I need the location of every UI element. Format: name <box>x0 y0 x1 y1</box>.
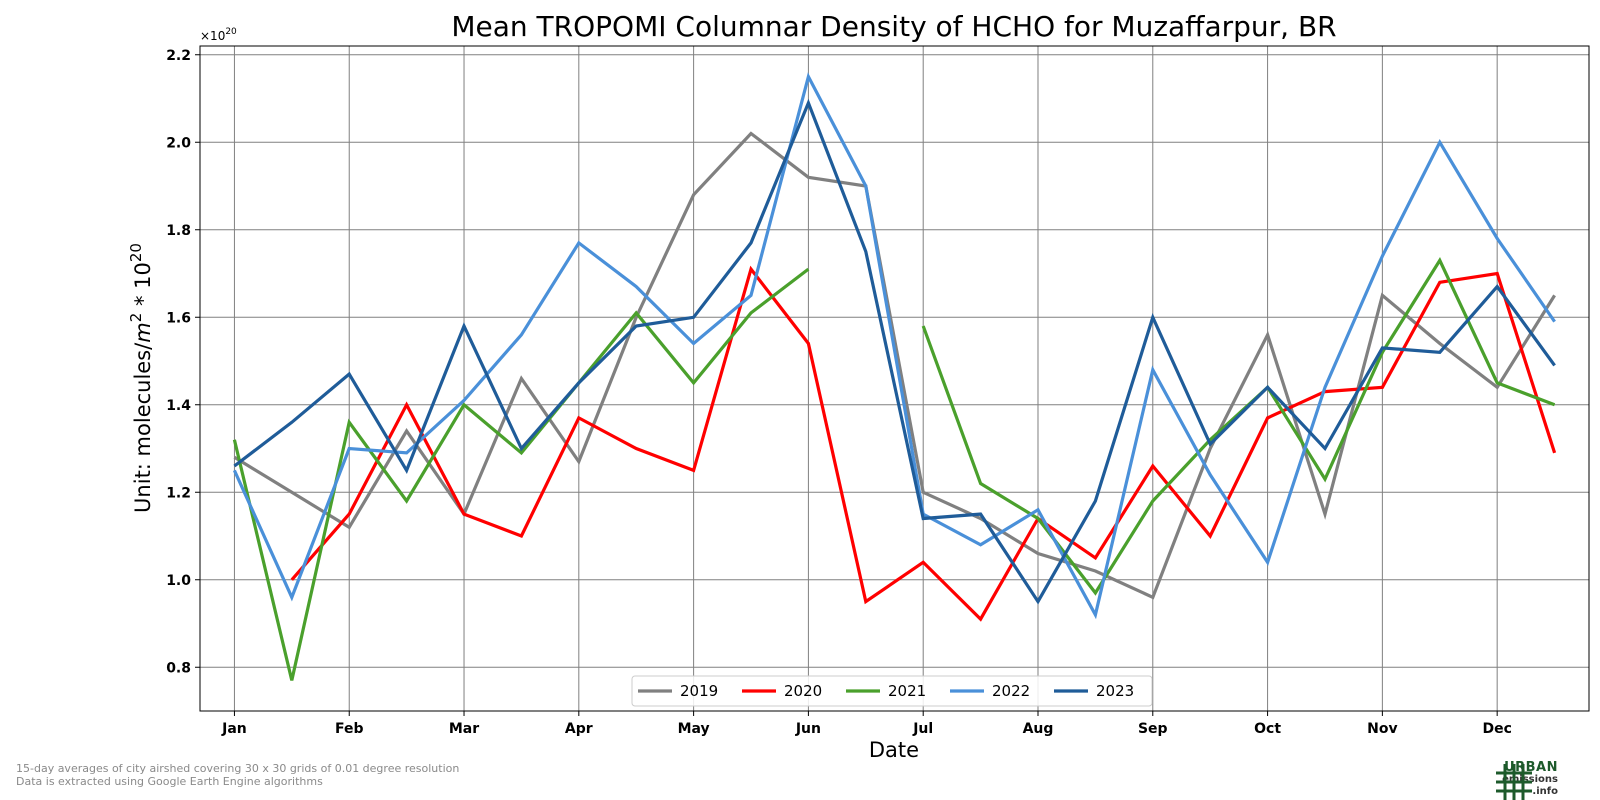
y-tick-label: 1.4 <box>166 398 191 414</box>
x-tick-label: Mar <box>449 721 479 737</box>
x-tick-label: Dec <box>1482 721 1511 737</box>
footnote-line-2: Data is extracted using Google Earth Eng… <box>16 775 323 788</box>
footnote: 15-day averages of city airshed covering… <box>16 762 459 788</box>
series-line-2023 <box>233 98 1556 605</box>
x-tick-label: Apr <box>565 721 593 737</box>
x-tick-label: Nov <box>1367 721 1397 737</box>
x-tick-label: Jul <box>912 721 933 737</box>
series-line-2022 <box>232 72 1556 620</box>
legend-label-2021: 2021 <box>888 682 926 700</box>
y-tick-label: 0.8 <box>166 660 191 676</box>
logo-line-3: .info <box>1532 786 1558 797</box>
x-axis-label: Date <box>869 738 919 762</box>
footnote-line-1: 15-day averages of city airshed covering… <box>16 762 460 775</box>
y-tick-label: 2.2 <box>166 48 191 64</box>
legend-label-2019: 2019 <box>680 682 718 700</box>
y-axis-label: Unit: molecules/m2 * 1020 <box>127 243 155 513</box>
y-offset-base: ×10 <box>200 29 225 43</box>
series-line-2019 <box>233 131 1556 600</box>
y-tick-label: 1.0 <box>166 573 191 589</box>
y-offset-exp: 20 <box>225 27 237 37</box>
x-tick-label: Jan <box>221 721 247 737</box>
y-label-m-exp: 2 <box>127 313 145 323</box>
x-tick-label: Feb <box>335 721 364 737</box>
logo-line-2: emissions <box>1502 774 1558 785</box>
grid-hash-icon <box>1496 764 1532 800</box>
y-tick-label: 1.8 <box>166 223 191 239</box>
legend-label-2020: 2020 <box>784 682 822 700</box>
legend-label-2023: 2023 <box>1096 682 1134 700</box>
x-tick-label: Oct <box>1254 721 1281 737</box>
logo-line-1: URBAN <box>1504 760 1558 775</box>
y-axis-ticks: 0.8 1.0 1.2 1.4 1.6 1.8 2.0 2.2 <box>166 48 200 676</box>
legend: 2019 2020 2021 2022 2023 <box>631 675 1153 707</box>
y-tick-label: 2.0 <box>166 135 191 151</box>
plot-frame <box>199 45 1590 712</box>
x-axis-ticks: Jan Feb Mar Apr May Jun Jul Aug Sep Oct Nov Dec <box>221 711 1512 737</box>
y-tick-label: 1.6 <box>166 310 191 326</box>
x-tick-label: May <box>678 721 710 737</box>
x-tick-label: Sep <box>1138 721 1168 737</box>
x-tick-label: Jun <box>795 721 821 737</box>
series-line-2020 <box>290 265 1557 622</box>
chart-title: Mean TROPOMI Columnar Density of HCHO fo… <box>451 10 1336 43</box>
legend-label-2022: 2022 <box>992 682 1030 700</box>
y-label-m: m <box>131 322 155 342</box>
y-label-exp: 20 <box>127 243 145 262</box>
legend-box <box>631 675 1153 707</box>
grid-lines <box>200 46 1589 711</box>
urban-emissions-logo[interactable]: URBAN emissions .info <box>1496 760 1600 800</box>
y-tick-label: 1.2 <box>166 485 191 501</box>
y-label-mid: * 10 <box>131 262 155 313</box>
x-tick-label: Aug <box>1023 721 1054 737</box>
y-label-prefix: Unit: molecules/ <box>131 342 155 513</box>
y-offset-label: ×1020 <box>200 27 237 43</box>
logo-text: URBAN emissions .info <box>1502 760 1558 798</box>
series-lines <box>232 72 1557 681</box>
